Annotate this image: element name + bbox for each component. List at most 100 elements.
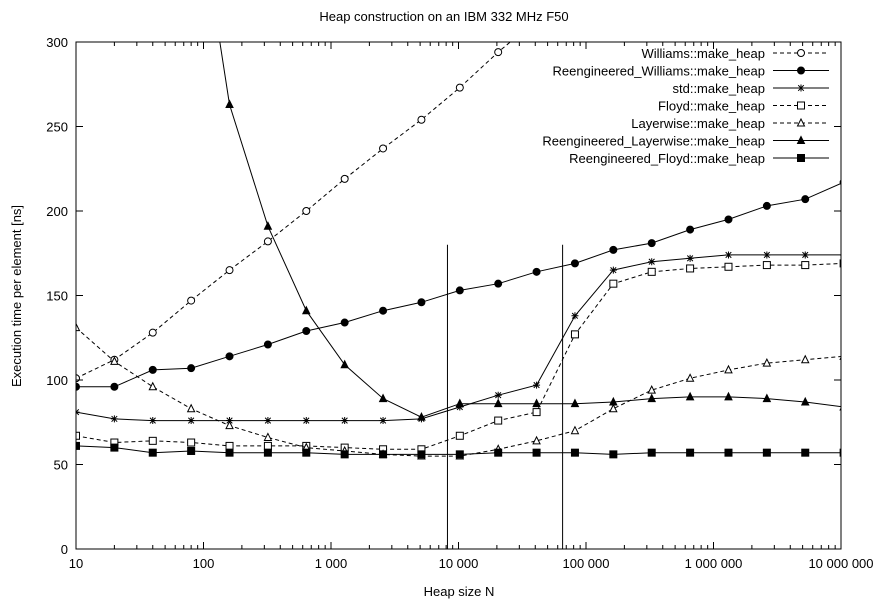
- data-point: [609, 403, 618, 413]
- data-point: [263, 237, 272, 246]
- data-point: [187, 364, 196, 373]
- data-point: [724, 251, 732, 259]
- data-point: [148, 436, 157, 445]
- data-point: [263, 448, 272, 457]
- data-point: [76, 382, 80, 391]
- data-point: [801, 251, 809, 259]
- data-point: [648, 258, 656, 266]
- series-line: [76, 182, 841, 388]
- data-point: [647, 448, 656, 457]
- data-point: [379, 417, 387, 425]
- data-point: [571, 312, 579, 320]
- x-tick-label: 10: [69, 556, 83, 571]
- data-point: [455, 286, 464, 295]
- data-point: [110, 382, 119, 391]
- data-point: [609, 245, 618, 254]
- data-point: [417, 412, 426, 421]
- x-tick-label: 10 000 000: [808, 556, 873, 571]
- data-point: [263, 221, 273, 230]
- legend-label: Floyd::make_heap: [658, 99, 765, 114]
- legend-label: Reengineered_Layerwise::make_heap: [542, 134, 765, 149]
- data-point: [225, 352, 234, 361]
- data-point: [76, 431, 80, 440]
- data-point: [647, 267, 656, 276]
- data-point: [796, 117, 806, 127]
- data-point: [762, 448, 771, 457]
- y-tick-label: 300: [46, 35, 68, 50]
- data-point: [686, 448, 695, 457]
- series-6: [76, 441, 841, 459]
- data-point: [148, 328, 157, 337]
- legend-label: Reengineered_Floyd::make_heap: [569, 151, 765, 166]
- data-point: [187, 446, 196, 455]
- data-point: [797, 154, 805, 162]
- data-point: [570, 330, 579, 339]
- legend-label: std::make_heap: [672, 81, 765, 96]
- data-point: [148, 365, 157, 374]
- series-1: [76, 179, 841, 391]
- data-point: [225, 441, 234, 450]
- data-point: [494, 279, 503, 288]
- data-point: [110, 415, 118, 423]
- data-point: [340, 174, 349, 183]
- data-point: [455, 83, 464, 92]
- data-point: [570, 448, 579, 457]
- data-point: [148, 448, 157, 457]
- data-point: [494, 448, 503, 457]
- data-point: [379, 306, 388, 315]
- data-point: [686, 254, 694, 262]
- data-point: [570, 398, 580, 408]
- data-point: [570, 259, 579, 268]
- series-line: [219, 42, 841, 418]
- data-point: [685, 373, 695, 382]
- chart-title: Heap construction on an IBM 332 MHz F50: [319, 9, 568, 24]
- x-tick-label: 1 000: [315, 556, 348, 571]
- data-point: [110, 443, 119, 452]
- x-tick-label: 100 000: [563, 556, 610, 571]
- data-point: [225, 266, 234, 275]
- data-point: [532, 267, 541, 276]
- data-point: [263, 340, 272, 349]
- data-point: [340, 359, 349, 369]
- data-point: [455, 398, 465, 408]
- data-point: [455, 431, 464, 440]
- data-point: [187, 296, 196, 305]
- data-point: [302, 417, 310, 425]
- series-line: [76, 327, 841, 457]
- data-point: [647, 385, 657, 394]
- data-point: [800, 396, 810, 406]
- data-point: [532, 435, 541, 445]
- data-point: [797, 66, 805, 75]
- data-point: [724, 262, 733, 271]
- data-point: [302, 326, 311, 335]
- data-point: [76, 322, 81, 332]
- data-point: [532, 408, 541, 417]
- data-point: [225, 99, 234, 109]
- y-tick-label: 100: [46, 373, 68, 388]
- data-point: [801, 261, 810, 270]
- series-5: [219, 42, 841, 421]
- data-point: [797, 101, 805, 110]
- data-point: [186, 403, 196, 413]
- data-point: [302, 448, 311, 457]
- data-point: [455, 450, 464, 459]
- data-point: [609, 450, 618, 459]
- data-point: [187, 438, 196, 447]
- legend-label: Layerwise::make_heap: [631, 116, 765, 131]
- x-tick-label: 1 000 000: [685, 556, 743, 571]
- data-point: [609, 279, 618, 288]
- data-point: [797, 84, 805, 92]
- series-0: [76, 42, 512, 383]
- data-point: [724, 448, 733, 457]
- data-point: [379, 450, 388, 459]
- data-point: [647, 393, 657, 403]
- data-point: [264, 417, 272, 425]
- data-point: [493, 398, 503, 408]
- data-point: [801, 448, 810, 457]
- data-point: [187, 417, 195, 425]
- series-line: [76, 42, 512, 379]
- y-tick-label: 150: [46, 289, 68, 304]
- data-point: [570, 425, 580, 435]
- x-axis-title: Heap size N: [424, 584, 495, 599]
